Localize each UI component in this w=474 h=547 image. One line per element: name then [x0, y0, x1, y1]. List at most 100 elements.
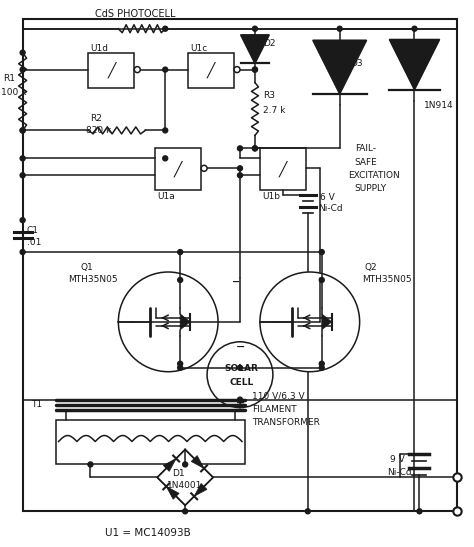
Circle shape — [163, 156, 168, 161]
Polygon shape — [322, 314, 332, 330]
Text: EXCITATION: EXCITATION — [347, 171, 400, 180]
Circle shape — [253, 146, 257, 151]
Text: 6 V: 6 V — [320, 193, 335, 202]
Circle shape — [337, 26, 342, 31]
Circle shape — [260, 272, 360, 372]
Text: Q2: Q2 — [365, 263, 377, 271]
Text: U1c: U1c — [190, 44, 208, 53]
Circle shape — [134, 67, 140, 73]
Circle shape — [20, 67, 25, 72]
Circle shape — [163, 67, 168, 72]
Circle shape — [319, 365, 324, 370]
Text: −: − — [232, 277, 240, 287]
Circle shape — [207, 342, 273, 408]
Text: FILAMENT: FILAMENT — [252, 405, 297, 414]
Text: CELL: CELL — [229, 378, 253, 387]
Circle shape — [417, 509, 422, 514]
Text: SOLAR: SOLAR — [224, 364, 258, 373]
Circle shape — [178, 365, 182, 370]
Bar — [55, 420, 245, 464]
Text: 1N4001: 1N4001 — [167, 481, 202, 490]
Text: −: − — [236, 342, 246, 352]
Circle shape — [201, 165, 207, 171]
Circle shape — [163, 128, 168, 133]
Text: 100 k: 100 k — [0, 88, 26, 97]
Polygon shape — [180, 314, 190, 330]
Circle shape — [319, 277, 324, 282]
Circle shape — [319, 361, 324, 366]
Text: D3: D3 — [350, 59, 362, 68]
Text: D1: D1 — [172, 469, 185, 478]
Circle shape — [237, 173, 243, 178]
Text: SAFE: SAFE — [355, 158, 377, 167]
Text: CdS PHOTOCELL: CdS PHOTOCELL — [95, 9, 176, 19]
Circle shape — [412, 26, 417, 31]
Text: .01: .01 — [27, 237, 41, 247]
Text: D2: D2 — [263, 38, 275, 48]
Text: 820 k: 820 k — [86, 126, 112, 135]
Text: MTH35N05: MTH35N05 — [69, 276, 118, 284]
Circle shape — [178, 249, 182, 254]
Circle shape — [237, 146, 243, 151]
Text: 1N914: 1N914 — [424, 101, 454, 110]
Circle shape — [305, 509, 310, 514]
Circle shape — [237, 397, 243, 402]
Text: U1 = MC14093B: U1 = MC14093B — [105, 528, 191, 538]
Text: Ni-Cd: Ni-Cd — [318, 203, 342, 213]
Circle shape — [20, 249, 25, 254]
Circle shape — [253, 67, 257, 72]
Text: C1: C1 — [27, 225, 38, 235]
Polygon shape — [191, 456, 204, 468]
Circle shape — [20, 218, 25, 223]
Text: R2: R2 — [91, 114, 102, 123]
Circle shape — [237, 365, 243, 370]
Text: Q1: Q1 — [81, 263, 93, 271]
Text: ╱: ╱ — [279, 161, 287, 177]
Circle shape — [88, 462, 93, 467]
Polygon shape — [166, 486, 179, 499]
Bar — [188, 53, 234, 88]
Circle shape — [237, 166, 243, 171]
Text: ╱: ╱ — [107, 62, 116, 78]
Circle shape — [253, 26, 257, 31]
Polygon shape — [164, 458, 176, 472]
Text: 2.7 k: 2.7 k — [263, 106, 285, 115]
Circle shape — [178, 361, 182, 366]
Circle shape — [182, 509, 188, 514]
Text: SUPPLY: SUPPLY — [355, 184, 387, 193]
Circle shape — [182, 462, 188, 467]
Circle shape — [20, 128, 25, 133]
Text: D4: D4 — [424, 42, 437, 51]
Text: T1: T1 — [31, 400, 42, 409]
Circle shape — [178, 277, 182, 282]
Polygon shape — [241, 35, 269, 63]
Bar — [260, 148, 306, 190]
Circle shape — [253, 67, 257, 72]
Circle shape — [118, 272, 218, 372]
Text: U1b: U1b — [262, 192, 280, 201]
Bar — [155, 148, 201, 190]
Circle shape — [20, 156, 25, 161]
Text: 9 V: 9 V — [390, 455, 404, 464]
Circle shape — [234, 67, 240, 73]
Text: U1d: U1d — [91, 44, 109, 53]
Circle shape — [253, 146, 257, 151]
Bar — [89, 53, 134, 88]
Text: 110 V/6.3 V: 110 V/6.3 V — [252, 391, 305, 400]
Text: ╱: ╱ — [207, 62, 215, 78]
Text: ╱: ╱ — [174, 161, 182, 177]
Text: R1: R1 — [3, 74, 15, 83]
Circle shape — [20, 128, 25, 133]
Circle shape — [20, 173, 25, 178]
Polygon shape — [313, 40, 366, 94]
Text: R3: R3 — [263, 91, 275, 100]
Circle shape — [319, 249, 324, 254]
Polygon shape — [389, 39, 439, 90]
Circle shape — [20, 50, 25, 55]
Text: TRANSFORMER: TRANSFORMER — [252, 418, 320, 427]
Text: MTH35N05: MTH35N05 — [362, 276, 411, 284]
Polygon shape — [194, 484, 207, 496]
Text: FAIL-: FAIL- — [355, 144, 376, 153]
Text: +: + — [236, 398, 245, 408]
Text: U1a: U1a — [157, 192, 175, 201]
